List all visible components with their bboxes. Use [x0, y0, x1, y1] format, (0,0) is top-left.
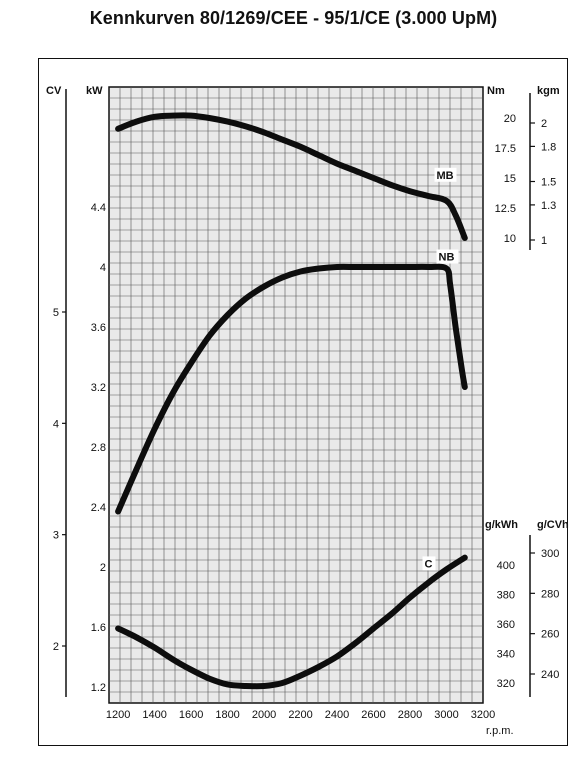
series-label-nb: NB [439, 252, 455, 264]
kw-tick-label: 3.2 [91, 382, 106, 394]
kw-axis-label: kW [86, 85, 103, 97]
kw-tick-label: 4.4 [91, 202, 106, 214]
x-tick-label: 3000 [434, 709, 458, 721]
chart-frame [38, 58, 568, 746]
series-label-mb: MB [437, 170, 454, 182]
gcvh-tick-label: 240 [541, 669, 559, 681]
kgm-tick-label: 1.5 [541, 177, 556, 189]
gkwh-tick-label: 320 [497, 678, 515, 690]
curve-mb [115, 112, 468, 241]
nm-tick-label: 20 [504, 113, 516, 125]
gcvh-tick-label: 260 [541, 629, 559, 641]
kw-tick-label: 2.4 [91, 502, 106, 514]
kw-tick-label: 1.6 [91, 622, 106, 634]
kw-tick-label: 2.8 [91, 442, 106, 454]
cv-tick-label: 2 [53, 641, 59, 653]
kgm-tick-label: 2 [541, 118, 547, 130]
gkwh-tick-label: 360 [497, 619, 515, 631]
kw-tick-label: 4 [100, 262, 106, 274]
x-tick-label: 2600 [361, 709, 385, 721]
series-label-c: C [425, 558, 433, 570]
cv-tick-label: 5 [53, 307, 59, 319]
x-tick-label: 1600 [179, 709, 203, 721]
cv-axis-label: CV [46, 85, 62, 97]
x-tick-label: 2000 [252, 709, 276, 721]
x-tick-label: 1200 [106, 709, 130, 721]
x-tick-label: 1400 [142, 709, 166, 721]
cv-tick-label: 3 [53, 530, 59, 542]
kgm-axis-label: kgm [537, 85, 560, 97]
kgm-tick-label: 1.8 [541, 141, 556, 153]
series-label-background [434, 167, 457, 182]
x-axis-label: r.p.m. [486, 725, 514, 737]
nm-axis-label: Nm [487, 85, 505, 97]
nm-tick-label: 10 [504, 233, 516, 245]
gkwh-tick-label: 340 [497, 649, 515, 661]
series-label-background [436, 249, 459, 264]
chart-axes: CV kW Nm kgm g/kWh g/CVh r.p.m. 1200 1400… [46, 85, 569, 737]
x-tick-label: 2400 [325, 709, 349, 721]
cv-tick-label: 4 [53, 418, 59, 430]
kw-tick-label: 3.6 [91, 322, 106, 334]
chart-grid [108, 86, 484, 704]
gkwh-tick-label: 400 [497, 560, 515, 572]
kw-tick-label: 2 [100, 562, 106, 574]
page-title: Kennkurven 80/1269/CEE - 95/1/CE (3.000 … [89, 8, 498, 28]
curve-nb [115, 263, 468, 515]
kw-tick-label: 1.2 [91, 682, 106, 694]
x-tick-label: 2200 [288, 709, 312, 721]
x-tick-label: 3200 [471, 709, 495, 721]
x-tick-label: 2800 [398, 709, 422, 721]
series-label-background [422, 556, 436, 571]
gkwh-axis-label: g/kWh [485, 519, 518, 531]
nm-tick-label: 17.5 [495, 143, 516, 155]
chart-series: MB NB C [115, 112, 468, 690]
curve-c [115, 554, 468, 690]
gkwh-tick-label: 380 [497, 590, 515, 602]
kgm-tick-label: 1.3 [541, 200, 556, 212]
kgm-tick-label: 1 [541, 235, 547, 247]
nm-tick-label: 15 [504, 173, 516, 185]
x-tick-label: 1800 [215, 709, 239, 721]
gcvh-tick-label: 280 [541, 588, 559, 600]
gcvh-axis-label: g/CVh [537, 519, 569, 531]
gcvh-tick-label: 300 [541, 548, 559, 560]
nm-tick-label: 12.5 [495, 203, 516, 215]
